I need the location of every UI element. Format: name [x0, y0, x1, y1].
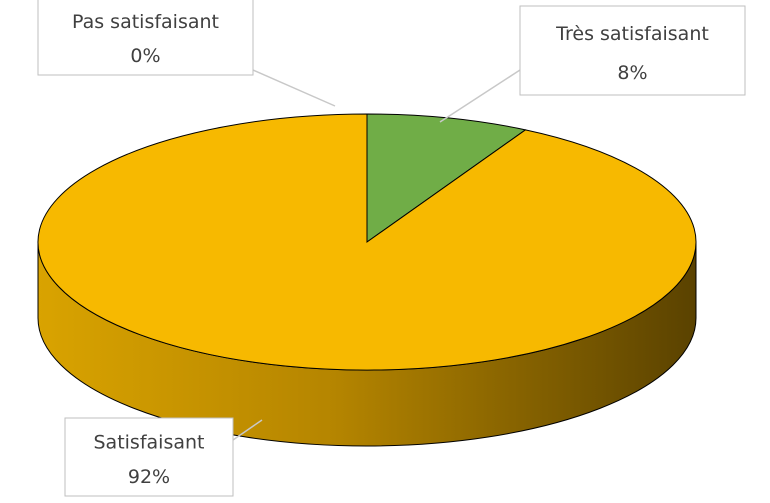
- label-box: [64, 417, 234, 497]
- label-name: Satisfaisant: [94, 431, 205, 453]
- leader-line: [439, 69, 521, 123]
- label-name: Très satisfaisant: [555, 23, 709, 45]
- leader-line: [232, 419, 263, 441]
- label-name: Pas satisfaisant: [72, 11, 219, 33]
- label-box: [37, 0, 254, 76]
- label-box: [519, 5, 746, 96]
- label-value: 92%: [128, 466, 170, 488]
- leader-line: [252, 69, 336, 107]
- label-value: 0%: [130, 45, 160, 67]
- slice: [366, 113, 527, 243]
- slice: [37, 113, 697, 371]
- label-value: 8%: [617, 62, 647, 84]
